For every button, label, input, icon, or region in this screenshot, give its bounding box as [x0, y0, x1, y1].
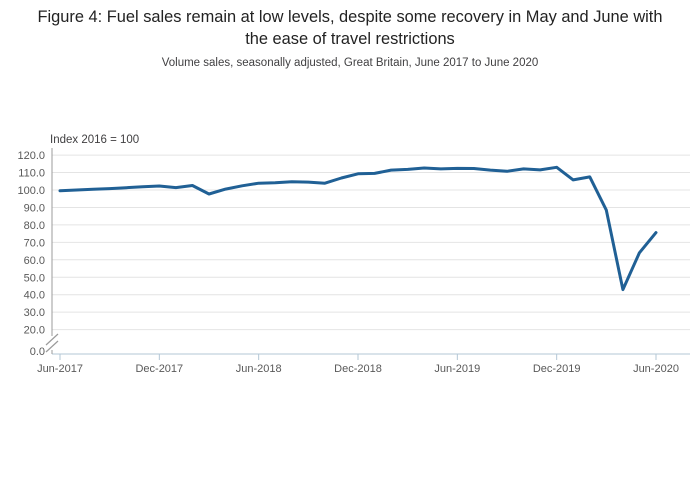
y-tick-label: 120.0 — [17, 150, 45, 162]
x-tick-label: Dec-2017 — [135, 363, 183, 375]
figure-subtitle: Volume sales, seasonally adjusted, Great… — [161, 57, 539, 69]
x-tick-label: Jun-2018 — [236, 363, 282, 375]
x-tick-label: Dec-2018 — [334, 363, 382, 375]
x-tick-label: Jun-2017 — [37, 363, 83, 375]
x-tick-label: Jun-2019 — [434, 363, 480, 375]
y-tick-label: 90.0 — [24, 202, 45, 214]
x-tick-label: Dec-2019 — [533, 363, 581, 375]
axis-break-slash — [45, 340, 59, 353]
y-tick-label: 30.0 — [24, 307, 45, 319]
figure-title-text: Figure 4: Fuel sales remain at low level… — [37, 8, 663, 48]
figure-title: Figure 4: Fuel sales remain at low level… — [18, 7, 682, 50]
unit-label: Index 2016 = 100 — [50, 134, 139, 146]
y-tick-label: 70.0 — [24, 237, 45, 249]
x-tick-label: Jun-2020 — [633, 363, 679, 375]
y-tick-label: 50.0 — [24, 272, 45, 284]
y-tick-label: 60.0 — [24, 255, 45, 267]
axis-break-slash — [45, 333, 59, 346]
y-tick-label: 20.0 — [24, 325, 45, 337]
y-tick-label: 110.0 — [18, 168, 45, 180]
y-tick-label-zero: 0.0 — [30, 346, 45, 358]
y-tick-label: 40.0 — [24, 290, 45, 302]
y-tick-label: 80.0 — [24, 220, 45, 232]
fuel-sales-data-line — [58, 165, 658, 292]
y-tick-label: 100.0 — [17, 185, 45, 197]
